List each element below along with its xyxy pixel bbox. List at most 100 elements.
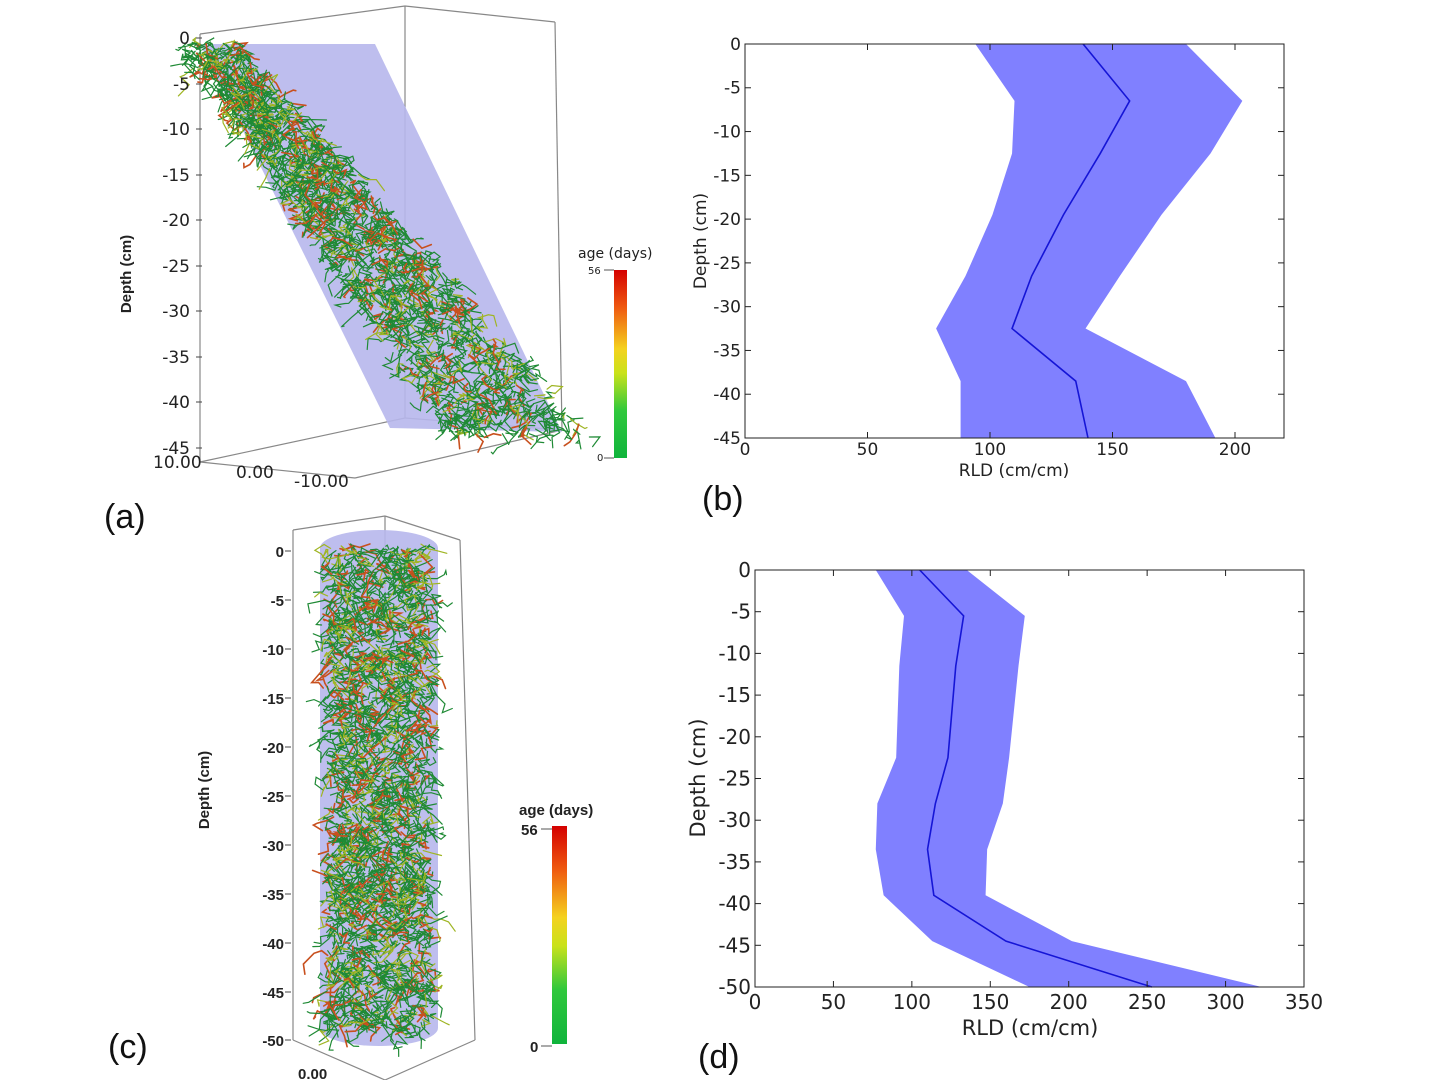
panel-a-root bbox=[388, 333, 404, 342]
panel-c-root bbox=[365, 579, 384, 588]
panel-a-root bbox=[437, 416, 447, 435]
panel-a-root bbox=[491, 352, 511, 375]
panel-c-root bbox=[354, 805, 360, 822]
panel-a-root bbox=[448, 296, 469, 314]
panel-a-root bbox=[397, 311, 403, 322]
panel-c-root bbox=[397, 704, 409, 707]
panel-c-root bbox=[389, 759, 416, 766]
panel-c-root bbox=[329, 792, 349, 805]
panel-a-root bbox=[315, 193, 328, 199]
panel-c-root bbox=[425, 741, 445, 754]
panel-c-root bbox=[326, 963, 336, 990]
panel-a-root bbox=[218, 51, 232, 70]
chart-b-xtick-label: 200 bbox=[1219, 440, 1251, 460]
panel-a-ztick: -30 bbox=[162, 302, 190, 322]
panel-c-root bbox=[306, 1008, 331, 1015]
panel-a-root bbox=[503, 372, 521, 386]
panel-c-root bbox=[388, 579, 411, 589]
panel-a-root bbox=[304, 183, 322, 216]
panel-c-root bbox=[340, 726, 350, 742]
panel-a-root bbox=[484, 354, 495, 374]
panel-c-root bbox=[380, 767, 391, 778]
panel-a-root bbox=[396, 284, 408, 287]
panel-c-root bbox=[407, 610, 434, 631]
panel-c-root bbox=[338, 1024, 348, 1048]
panel-a-root bbox=[392, 324, 402, 338]
panel-c-root bbox=[419, 920, 429, 929]
panel-c-root bbox=[413, 565, 421, 583]
panel-a-root bbox=[509, 357, 529, 366]
panel-a-root bbox=[389, 272, 406, 292]
panel-c-root bbox=[420, 800, 427, 809]
panel-a-root bbox=[442, 302, 454, 308]
panel-a-root bbox=[403, 279, 411, 285]
panel-c-root bbox=[414, 693, 430, 700]
panel-a-root bbox=[201, 74, 213, 100]
panel-c-root bbox=[398, 968, 403, 979]
panel-a-root bbox=[299, 153, 307, 161]
panel-a-root bbox=[426, 405, 440, 414]
panel-c-root bbox=[414, 698, 429, 721]
panel-a-root bbox=[268, 168, 284, 196]
panel-c-colorbar-max: 56 bbox=[521, 822, 538, 839]
panel-c-root bbox=[421, 771, 432, 788]
panel-a-root bbox=[249, 100, 267, 112]
panel-c-root bbox=[393, 658, 408, 673]
panel-c-root bbox=[331, 672, 349, 684]
panel-c-root bbox=[354, 602, 372, 616]
panel-a-root bbox=[321, 176, 327, 186]
panel-c-root bbox=[340, 619, 356, 629]
panel-c-root bbox=[358, 927, 373, 941]
panel-a-root bbox=[435, 261, 447, 285]
panel-a-root bbox=[348, 166, 371, 181]
panel-c-root bbox=[359, 944, 373, 962]
panel-c-root bbox=[323, 862, 333, 885]
panel-a-root bbox=[470, 356, 482, 374]
panel-a-root bbox=[467, 347, 491, 363]
panel-c-root bbox=[422, 995, 440, 1008]
panel-c-root bbox=[413, 624, 424, 630]
panel-a-root bbox=[403, 233, 424, 244]
panel-c-root bbox=[416, 725, 430, 735]
panel-a-root bbox=[395, 339, 407, 349]
chart-b-ytick-label: -5 bbox=[724, 79, 741, 99]
panel-c-root bbox=[338, 709, 351, 730]
panel-c-root bbox=[333, 769, 345, 784]
panel-c-root bbox=[401, 673, 423, 687]
panel-c-colorbar-title: age (days) bbox=[519, 802, 593, 819]
panel-c-root bbox=[426, 938, 441, 947]
panel-a-root bbox=[189, 66, 206, 78]
panel-a-root bbox=[566, 414, 584, 420]
panel-c-root bbox=[418, 827, 426, 838]
panel-a-xtick: 0.00 bbox=[236, 463, 274, 483]
panel-a-root bbox=[191, 41, 205, 51]
panel-c-root bbox=[326, 875, 336, 891]
panel-c-root bbox=[408, 797, 418, 815]
panel-a-root bbox=[269, 86, 283, 104]
panel-c-root bbox=[389, 859, 407, 880]
chart-b-ytick-label: -45 bbox=[713, 429, 741, 449]
panel-c-root bbox=[409, 961, 426, 976]
panel-c-root bbox=[395, 679, 407, 698]
panel-a-root bbox=[524, 355, 535, 364]
panel-c-root bbox=[425, 968, 437, 980]
panel-c-root bbox=[370, 944, 380, 957]
panel-c-root bbox=[348, 923, 356, 929]
panel-c-root bbox=[308, 1010, 329, 1037]
panel-c-root bbox=[397, 580, 405, 599]
panel-c-root bbox=[415, 818, 423, 831]
panel-c-root bbox=[407, 936, 424, 947]
panel-c-ztick: -40 bbox=[262, 936, 284, 953]
panel-a: 0 -5 -10 -15 -20 -25 -30 -35 -40 -45 Dep… bbox=[104, 5, 653, 536]
panel-c-root bbox=[385, 923, 409, 938]
panel-a-root bbox=[414, 344, 425, 348]
panel-a-root bbox=[378, 201, 393, 215]
panel-c-root bbox=[335, 722, 348, 727]
panel-c-root bbox=[364, 548, 389, 572]
panel-c-root bbox=[424, 705, 439, 715]
panel-c-root bbox=[384, 982, 398, 1000]
panel-c-root bbox=[394, 909, 409, 925]
panel-c-root bbox=[383, 679, 407, 707]
panel-a-root bbox=[372, 312, 384, 320]
panel-c-root bbox=[322, 694, 343, 712]
